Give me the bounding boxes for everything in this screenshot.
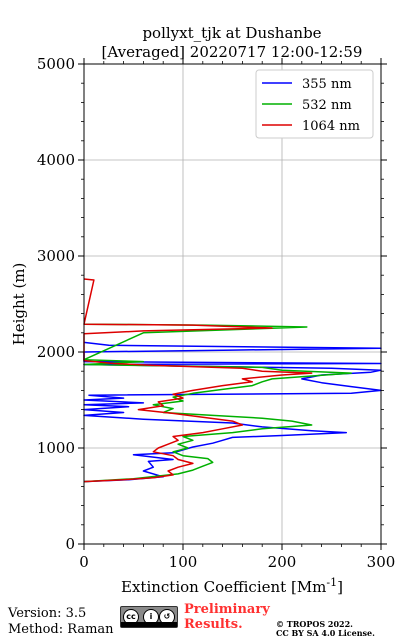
x-axis-label: Extinction Coefficient [Mm-1] — [121, 576, 343, 596]
copyright-notice: © TROPOS 2022. CC BY SA 4.0 License. — [276, 620, 375, 638]
x-tick-label: 200 — [268, 553, 297, 571]
chart-title: pollyxt_tjk at Dushanbe — [142, 24, 321, 42]
y-tick-label: 0 — [65, 535, 75, 553]
y-tick-label: 4000 — [37, 151, 75, 169]
y-tick-label: 5000 — [37, 55, 75, 73]
version-text: Version: 3.5 — [8, 606, 87, 621]
preliminary-notice: Preliminary Results. — [184, 602, 270, 632]
x-axis-label-main: Extinction Coefficient [Mm — [121, 578, 326, 596]
x-tick-label: 0 — [79, 553, 89, 571]
y-tick-label: 1000 — [37, 439, 75, 457]
x-axis-label-close: ] — [337, 578, 343, 596]
y-axis-label: Height (m) — [10, 263, 28, 346]
legend-label-532: 532 nm — [302, 98, 352, 113]
copyright-line-1: © TROPOS 2022. — [276, 619, 353, 629]
legend-label-1064: 1064 nm — [302, 119, 360, 134]
legend-box — [255, 69, 374, 139]
x-tick-label: 300 — [367, 553, 396, 571]
preliminary-line-2: Results. — [184, 617, 243, 632]
series-layer — [83, 278, 382, 483]
y-tick-label: 2000 — [37, 343, 75, 361]
series-line-355nm — [83, 341, 382, 483]
method-text: Method: Raman — [8, 622, 114, 637]
chart-subtitle: [Averaged] 20220717 12:00-12:59 — [102, 43, 363, 61]
series-line-1064nm — [83, 278, 313, 483]
legend: 355 nm 532 nm 1064 nm — [255, 69, 374, 139]
badge-strip — [121, 622, 177, 627]
profile-chart: pollyxt_tjk at Dushanbe [Averaged] 20220… — [10, 24, 396, 596]
by-icon: i — [143, 609, 159, 625]
cc-license-badge: cc i ↺ — [120, 606, 178, 628]
x-tick-label: 100 — [169, 553, 198, 571]
legend-label-355: 355 nm — [302, 77, 352, 92]
copyright-line-2: CC BY SA 4.0 License. — [276, 628, 375, 638]
plot-frame — [83, 63, 382, 545]
preliminary-line-1: Preliminary — [184, 602, 270, 617]
y-tick-label: 3000 — [37, 247, 75, 265]
x-axis-label-exponent: -1 — [326, 576, 337, 589]
